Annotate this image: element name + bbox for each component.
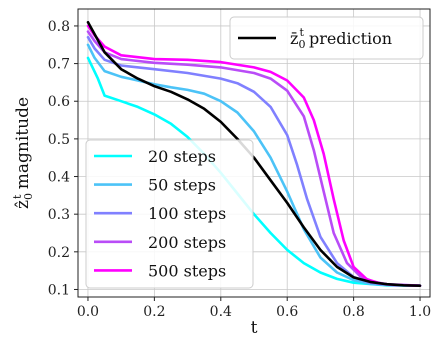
y-axis-label-sub: 0 (22, 193, 35, 200)
x-axis-label: t (251, 318, 258, 338)
legend-label: 100 steps (148, 204, 226, 223)
y-axis-label: ẑ0t magnitude (11, 97, 35, 209)
x-tick-label: 0.6 (276, 304, 298, 320)
y-tick-label: 0.4 (48, 170, 70, 186)
legend-label: 500 steps (148, 261, 226, 280)
legend-label-sup: t (299, 26, 304, 39)
y-tick-label: 0.5 (48, 132, 70, 148)
legend-label: z̄0t prediction (290, 26, 392, 51)
x-tick-label: 1.0 (409, 304, 431, 320)
x-tick-label: 0.0 (77, 304, 99, 320)
y-tick-label: 0.8 (48, 19, 70, 35)
legend-box (85, 139, 254, 289)
legend-label-sub: 0 (298, 38, 305, 51)
y-axis-label-rest: magnitude (13, 97, 33, 195)
x-tick-label: 0.4 (210, 304, 232, 320)
legend-label: 50 steps (148, 176, 216, 195)
y-axis-label-sup: t (11, 194, 24, 199)
legend-box (229, 16, 424, 60)
legend-label-rest: prediction (304, 29, 392, 48)
series-line-4 (86, 30, 422, 288)
series-line-5 (86, 24, 422, 288)
y-tick-label: 0.1 (48, 282, 70, 298)
y-tick-label: 0.3 (48, 207, 70, 223)
legend-steps: 20 steps 50 steps 100 steps 200 steps 500 st… (85, 139, 254, 289)
x-tick-label: 0.2 (143, 304, 165, 320)
x-tick-label: 0.8 (342, 304, 364, 320)
y-tick-label: 0.2 (48, 245, 70, 261)
series-line-2 (86, 43, 422, 288)
axis-ticks: 0.0 0.2 0.4 0.6 0.8 1.0 0.1 0.2 0.3 0.4 0.5 0.6 0.7 0… (48, 19, 431, 320)
plot-frame (77, 8, 431, 298)
legend-label: 20 steps (148, 147, 216, 166)
legend-prediction: z̄0t prediction (229, 16, 424, 60)
y-axis-label-base: ẑ (13, 200, 33, 209)
y-tick-label: 0.7 (48, 57, 70, 73)
legend-label: 200 steps (148, 233, 226, 252)
legend-label-base: z̄ (290, 29, 298, 48)
y-tick-label: 0.6 (48, 94, 70, 110)
